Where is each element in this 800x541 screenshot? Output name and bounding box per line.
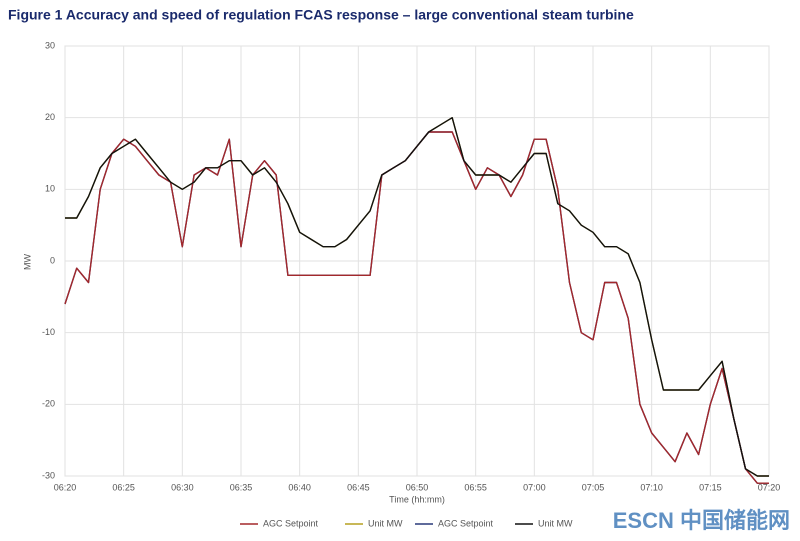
x-tick-label: 06:40 [288,482,311,492]
x-tick-label: 06:25 [112,482,135,492]
watermark: ESCN 中国储能网 [613,508,790,533]
legend-label: Unit MW [368,518,403,528]
x-tick-label: 06:50 [406,482,429,492]
y-axis-title: MW [22,254,32,270]
y-tick-label: 0 [50,255,55,265]
legend-label: Unit MW [538,518,573,528]
legend-label: AGC Setpoint [263,518,319,528]
x-tick-label: 07:00 [523,482,546,492]
x-tick-label: 07:15 [699,482,722,492]
x-tick-label: 06:30 [171,482,194,492]
x-tick-label: 06:20 [54,482,77,492]
y-tick-label: 20 [45,112,55,122]
y-tick-label: -20 [42,399,55,409]
x-tick-label: 07:05 [582,482,605,492]
x-tick-label: 07:10 [640,482,663,492]
x-tick-label: 07:20 [758,482,781,492]
x-tick-label: 06:55 [464,482,487,492]
x-tick-label: 06:45 [347,482,370,492]
y-tick-label: 30 [45,40,55,50]
chart-title: Figure 1 Accuracy and speed of regulatio… [8,7,634,23]
series-line [65,116,769,477]
x-axis-title: Time (hh:mm) [389,494,445,504]
x-tick-label: 06:35 [230,482,253,492]
legend-label: AGC Setpoint [438,518,494,528]
y-tick-label: -30 [42,470,55,480]
y-tick-label: 10 [45,184,55,194]
y-tick-label: -10 [42,327,55,337]
